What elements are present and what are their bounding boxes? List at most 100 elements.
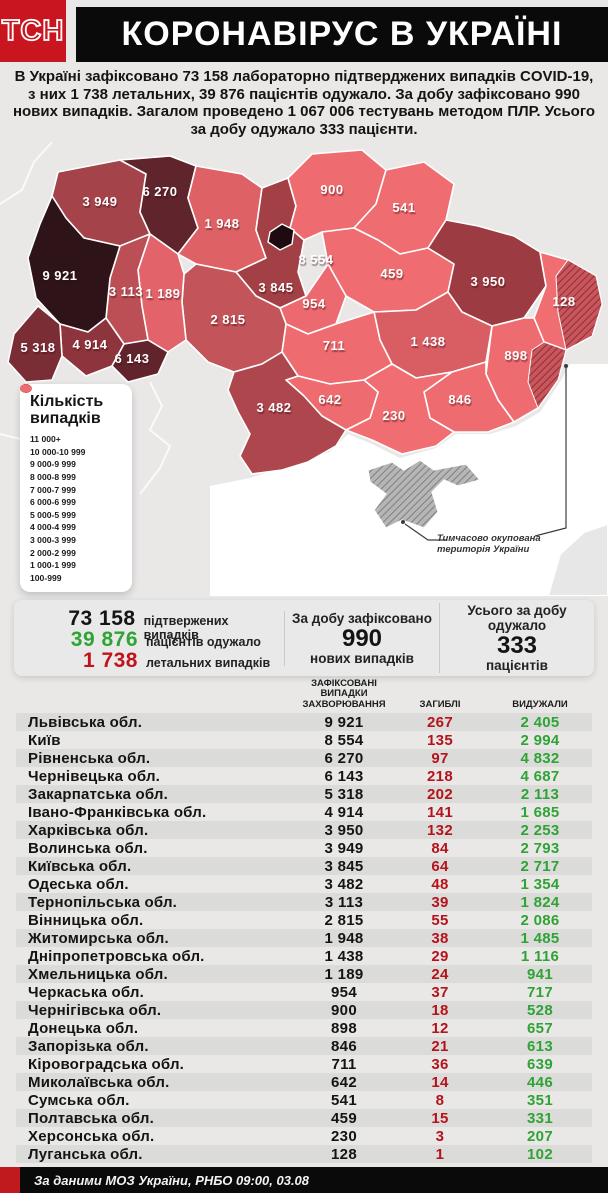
row-deaths-value: 84: [431, 839, 449, 857]
occupied-hatch-luhansk: [555, 259, 603, 351]
region-label-kyiv-city: 8 554: [298, 252, 333, 267]
row-region-name: Чернігівська обл.: [28, 1001, 162, 1019]
row-deaths-value: 141: [427, 803, 453, 821]
legend-item: 4 000-4 999: [20, 384, 124, 534]
legend-item-label: 6 000-6 999: [30, 497, 76, 508]
row-recovered-value: 2 253: [520, 821, 560, 839]
region-label-dnipro: 1 438: [410, 334, 445, 349]
row-cases-value: 6 143: [324, 767, 364, 785]
row-region-name: Закарпатська обл.: [28, 785, 169, 803]
legend-item: 8 000-8 999: [20, 384, 124, 484]
row-deaths-value: 48: [431, 875, 449, 893]
row-cases-value: 230: [331, 1127, 357, 1145]
table-row: Дніпропетровська обл. 1 438 29 1 116: [16, 947, 592, 965]
recovered-value: 39 876: [70, 627, 138, 651]
callout-dot-donbas: [564, 364, 568, 368]
legend-item-label: 7 000-7 999: [30, 484, 76, 495]
row-recovered-value: 2 793: [520, 839, 560, 857]
region-value-labels: 9 921 8 554 6 270 6 143 5 318 4 914 3 95…: [20, 182, 575, 423]
tsn-logo: ТСН: [0, 0, 66, 62]
summary-recovered: 39 876 пацієнтів одужало: [28, 627, 284, 651]
row-recovered-value: 207: [527, 1127, 553, 1145]
row-deaths-value: 29: [431, 947, 449, 965]
table-header-recovered: ВИДУЖАЛИ: [488, 681, 592, 712]
confirmed-value: 73 158: [68, 606, 136, 630]
row-cases-value: 9 921: [324, 713, 364, 731]
region-label-zhytomyr: 1 948: [204, 216, 239, 231]
table-row: Сумська обл. 541 8 351: [16, 1091, 592, 1109]
legend-item: 100-999: [20, 384, 124, 585]
legend-item: 1 000-1 999: [20, 384, 124, 572]
row-recovered-value: 351: [527, 1091, 553, 1109]
page-title: КОРОНАВІРУС В УКРАЇНІ: [121, 15, 563, 53]
row-cases-value: 1 189: [324, 965, 364, 983]
table-header-deaths: ЗАГИБЛІ: [392, 681, 488, 712]
row-cases-value: 711: [331, 1055, 357, 1073]
occupied-note-line2: територія України: [437, 544, 530, 555]
table-header-region-spacer: [16, 681, 296, 712]
header: ТСН КОРОНАВІРУС В УКРАЇНІ: [0, 0, 608, 62]
row-region-name: Харківська обл.: [28, 821, 149, 839]
header-cases-line1: ЗАФІКСОВАНІ: [311, 677, 377, 689]
row-recovered-value: 941: [527, 965, 553, 983]
region-label-ternopil: 3 113: [109, 284, 143, 299]
summary-daily-new: За добу зафіксовано 990 нових випадків: [284, 610, 439, 666]
row-deaths-value: 218: [427, 767, 453, 785]
row-cases-value: 128: [331, 1145, 357, 1163]
legend-items: 11 000+ 10 000-10 999 9 000-9 999: [20, 384, 124, 585]
row-recovered-value: 2 405: [520, 713, 560, 731]
title-banner: КОРОНАВІРУС В УКРАЇНІ: [76, 7, 608, 62]
table-row: Івано-Франківська обл. 4 914 141 1 685: [16, 803, 592, 821]
table-row: Чернівецька обл. 6 143 218 4 687: [16, 767, 592, 785]
row-region-name: Кіровоградська обл.: [28, 1055, 185, 1073]
legend-item: 9 000-9 999: [20, 384, 124, 471]
map-legend: Кількість випадків 11 000+ 10 000-10 999: [20, 384, 132, 593]
daily-new-value: 990: [341, 624, 383, 652]
legend-item-label: 11 000+: [30, 434, 61, 445]
ukraine-map: 9 921 8 554 6 270 6 143 5 318 4 914 3 95…: [0, 134, 608, 596]
daily-recovered-value: 333: [496, 632, 538, 659]
legend-title-line2: випадків: [30, 410, 101, 427]
summary-box: 73 158 підтвержених випадків 39 876 паці…: [14, 600, 594, 676]
deaths-label: летальних випадків: [146, 655, 271, 670]
row-deaths-value: 267: [427, 713, 453, 731]
table-row: Херсонська обл. 230 3 207: [16, 1127, 592, 1145]
region-label-kharkiv: 3 950: [470, 274, 505, 289]
row-region-name: Херсонська обл.: [28, 1127, 155, 1145]
deaths-value: 1 738: [82, 648, 138, 672]
region-label-vinnytsia: 2 815: [210, 312, 245, 327]
row-cases-value: 642: [331, 1073, 357, 1091]
region-label-sumy: 541: [392, 200, 415, 215]
region-label-volyn: 3 949: [82, 194, 117, 209]
row-region-name: Полтавська обл.: [28, 1109, 154, 1127]
row-recovered-value: 2 717: [520, 857, 560, 875]
table-row: Одеська обл. 3 482 48 1 354: [16, 875, 592, 893]
region-label-poltava: 459: [380, 266, 403, 281]
row-cases-value: 1 438: [324, 947, 364, 965]
summary-confirmed: 73 158 підтвержених випадків: [28, 606, 284, 642]
row-recovered-value: 1 824: [520, 893, 560, 911]
daily-new-label: нових випадків: [310, 650, 414, 666]
row-recovered-value: 446: [527, 1073, 553, 1091]
row-recovered-value: 1 685: [520, 803, 560, 821]
region-label-khmelnytskyi: 1 189: [145, 286, 180, 301]
row-cases-value: 1 948: [324, 929, 364, 947]
legend-title-line1: Кількість: [30, 393, 104, 410]
row-cases-value: 3 482: [324, 875, 364, 893]
region-label-mykolaiv: 642: [318, 392, 341, 407]
region-label-zaporizhzhia: 846: [448, 392, 471, 407]
row-region-name: Чернівецька обл.: [28, 767, 161, 785]
row-region-name: Луганська обл.: [28, 1145, 143, 1163]
region-shape-kyiv-city: [267, 223, 295, 251]
confirmed-label: підтвержених випадків: [143, 613, 229, 642]
region-label-chernivtsi: 6 143: [114, 351, 149, 366]
table-row: Донецька обл. 898 12 657: [16, 1019, 592, 1037]
crimea-occupied: [367, 459, 482, 529]
map-svg: 9 921 8 554 6 270 6 143 5 318 4 914 3 95…: [0, 141, 608, 596]
row-region-name: Київ: [28, 731, 61, 749]
row-deaths-value: 8: [435, 1091, 445, 1109]
legend-item: 11 000+: [20, 384, 124, 446]
region-shape-odesa: [227, 351, 347, 475]
regions-table: Львівська обл. 9 921 267 2 405 Київ 8 55…: [16, 713, 592, 1163]
